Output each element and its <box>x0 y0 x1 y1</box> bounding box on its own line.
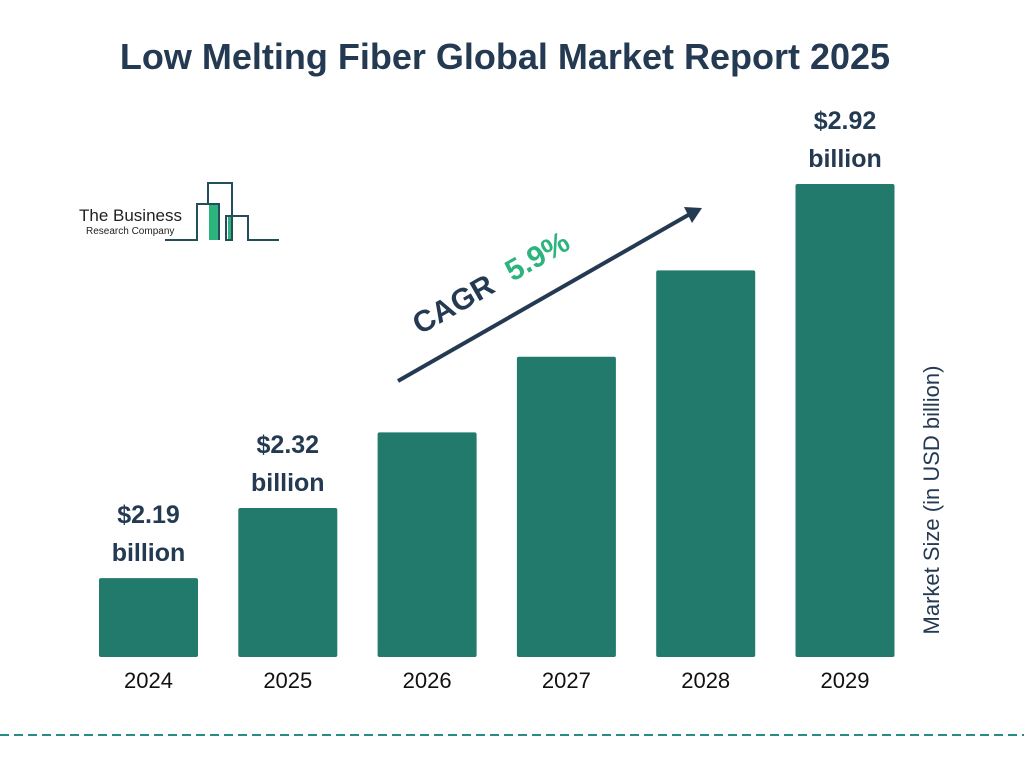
x-tick-label: 2024 <box>124 668 173 693</box>
data-label-2029: billion <box>808 145 882 173</box>
logo-text-line1: The Business <box>79 206 182 225</box>
y-axis-label: Market Size (in USD billion) <box>919 365 944 635</box>
bar-2026 <box>377 432 477 657</box>
cagr-arrow <box>397 207 702 383</box>
svg-text:CAGR 5.9%: CAGR 5.9% <box>407 225 575 341</box>
chart-title: Low Melting Fiber Global Market Report 2… <box>119 36 891 77</box>
bar-2025 <box>238 507 338 657</box>
data-label-2024: $2.19 <box>117 501 180 529</box>
bar-2028 <box>656 270 756 657</box>
logo-text-line2: Research Company <box>86 226 175 237</box>
x-tick-label: 2027 <box>542 668 591 693</box>
data-label-2025: $2.32 <box>257 431 320 459</box>
cagr-value: 5.9% <box>500 225 576 288</box>
x-tick-label: 2028 <box>681 668 730 693</box>
bar-2024 <box>99 578 198 657</box>
x-tick-label: 2025 <box>263 668 312 693</box>
data-label-2029: $2.92 <box>814 107 877 135</box>
data-label-2025: billion <box>251 469 325 497</box>
data-label-2024: billion <box>112 539 186 567</box>
x-tick-label: 2026 <box>403 668 452 693</box>
logo-mark <box>165 182 279 241</box>
x-tick-label: 2029 <box>821 668 870 693</box>
bar-2029 <box>795 183 895 657</box>
bar-2027 <box>516 356 616 657</box>
